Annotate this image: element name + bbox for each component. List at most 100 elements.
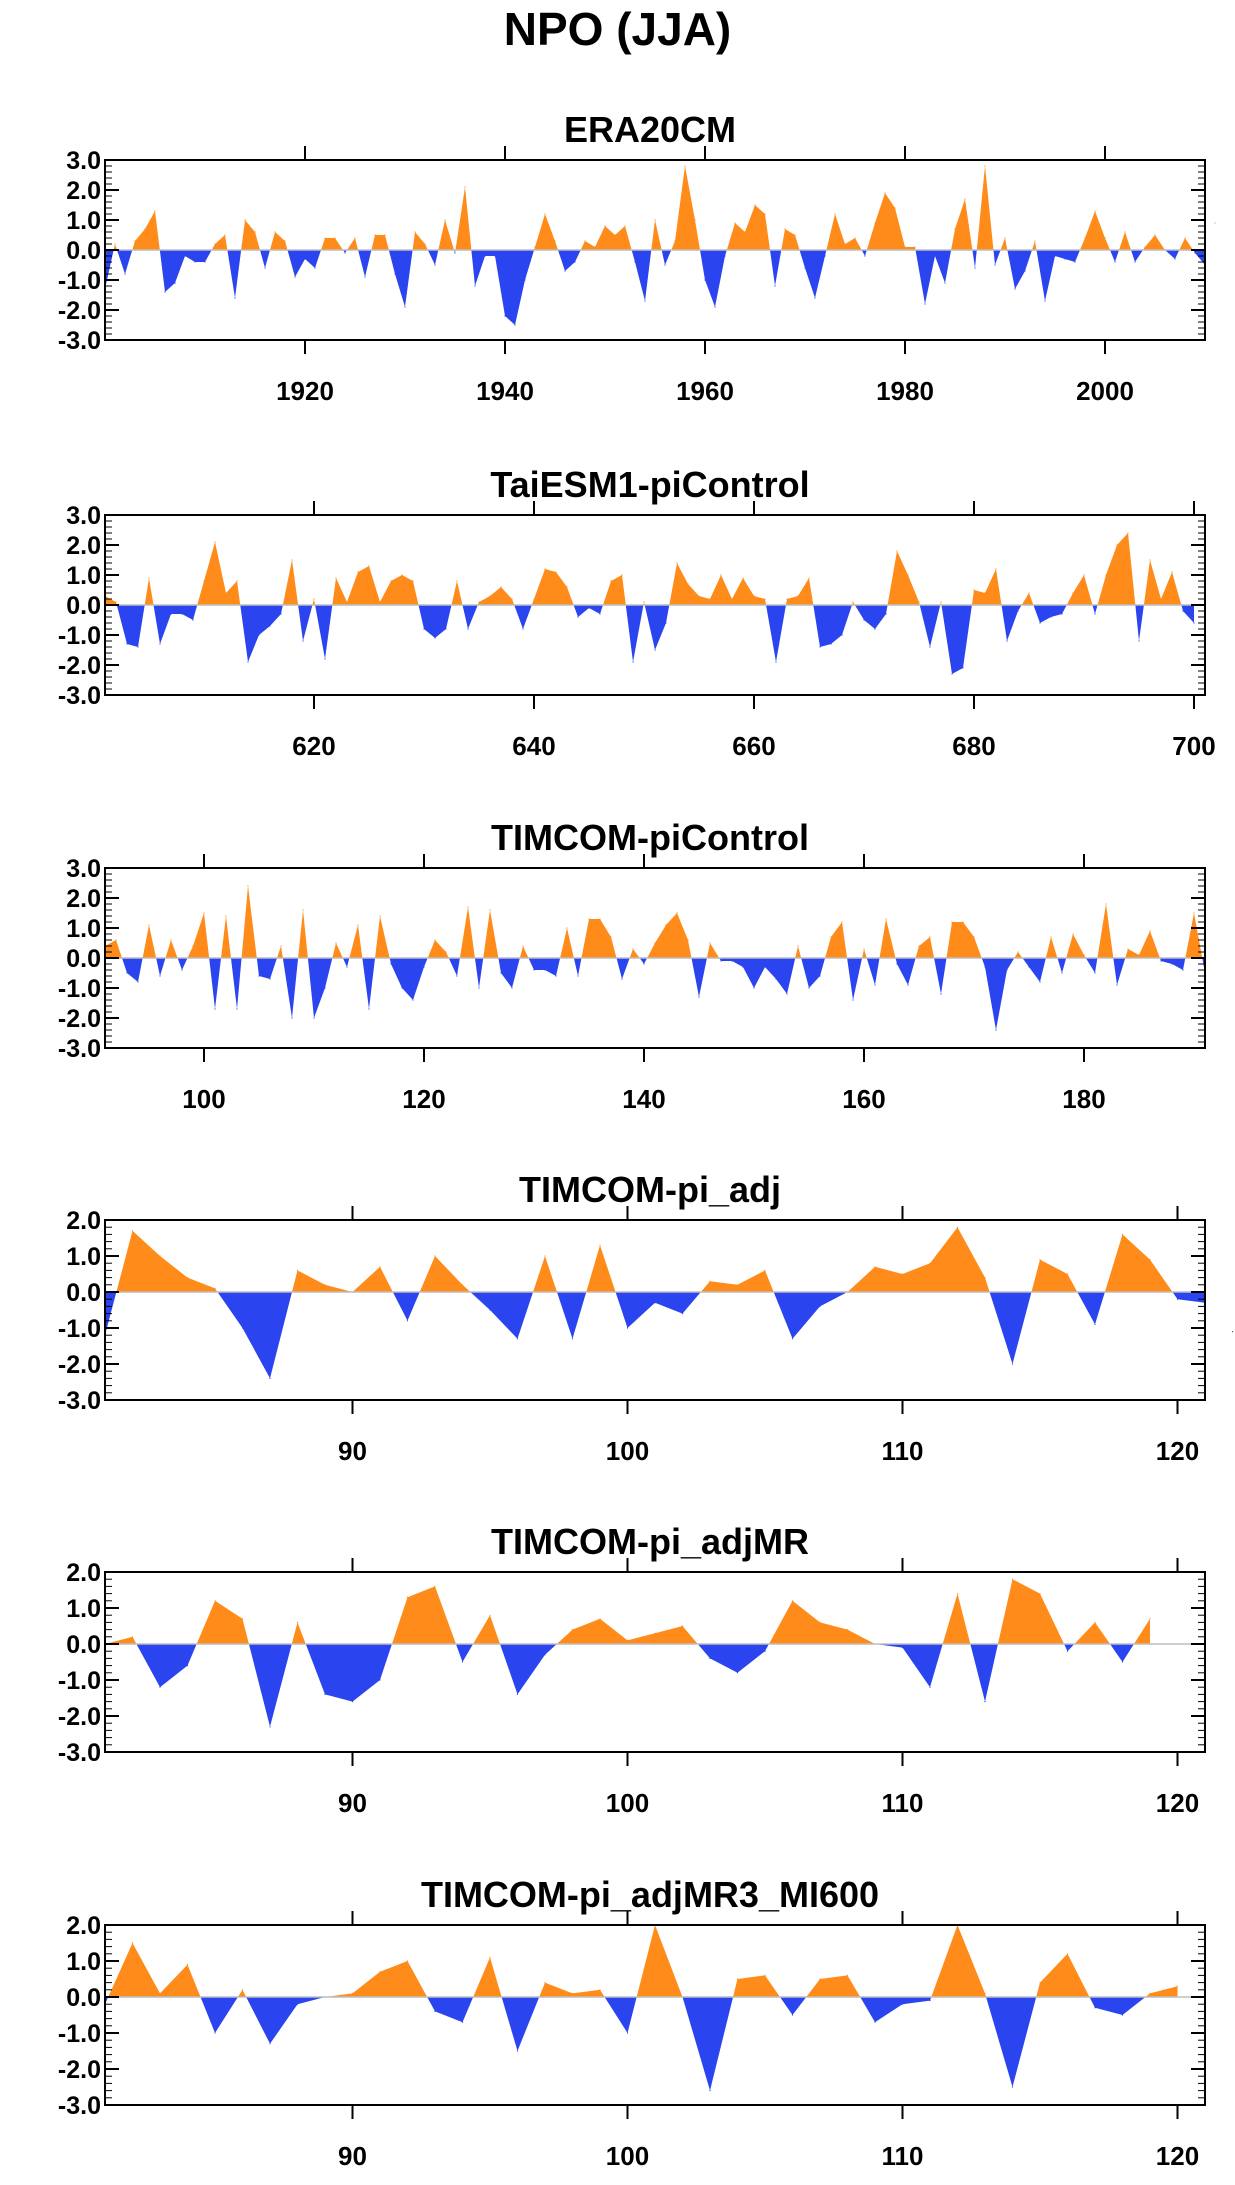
data-point [131, 1636, 134, 1638]
data-point [994, 264, 996, 266]
data-point [626, 2032, 629, 2034]
chart-panel: TIMCOM-pi_adj -3.0 -2.0 -1.0 0.0 1.0 2.0 90 100 1… [58, 1169, 1234, 1466]
data-point [643, 963, 645, 965]
data-point [808, 987, 810, 989]
data-point [1116, 544, 1118, 546]
data-point [654, 942, 656, 944]
data-point [874, 222, 876, 224]
x-tick-label: 100 [606, 2141, 649, 2171]
data-point [951, 673, 953, 675]
data-point [192, 619, 194, 621]
data-point [841, 634, 843, 636]
data-point [764, 1974, 766, 1976]
data-point [489, 1956, 491, 1958]
data-point [1182, 969, 1184, 971]
data-point [885, 613, 887, 615]
data-point [236, 580, 238, 582]
data-point [1061, 613, 1063, 615]
data-point [126, 643, 128, 645]
y-tick-label: -1.0 [58, 2020, 101, 2048]
y-tick-label: -2.0 [58, 1351, 101, 1379]
data-point [241, 1327, 244, 1329]
data-point [797, 595, 799, 597]
data-point [464, 186, 466, 188]
data-point [379, 915, 381, 917]
data-point [522, 628, 524, 630]
data-point [203, 912, 205, 914]
data-point [791, 1338, 794, 1340]
data-point [951, 921, 953, 923]
y-tick-label: -3.0 [58, 1387, 101, 1415]
data-point [956, 1226, 959, 1228]
data-point [394, 273, 396, 275]
data-point [489, 909, 491, 911]
data-point [137, 981, 139, 983]
data-point [159, 1992, 161, 1994]
data-point [577, 616, 579, 618]
y-tick-label: 2.0 [66, 177, 101, 205]
data-point [1084, 237, 1086, 239]
data-point [357, 571, 359, 573]
data-point [467, 906, 469, 908]
y-tick-label: 2.0 [66, 1207, 101, 1235]
data-point [626, 1327, 629, 1329]
data-point [346, 601, 348, 603]
data-point [734, 222, 736, 224]
data-point [434, 264, 436, 266]
data-point [478, 987, 480, 989]
data-point [1174, 258, 1176, 260]
data-point [379, 1679, 381, 1681]
data-point [423, 628, 425, 630]
data-point [984, 1701, 986, 1703]
data-point [484, 255, 486, 257]
x-tick-label: 100 [606, 1788, 649, 1818]
data-point [412, 999, 414, 1001]
x-tick-label: 90 [338, 2141, 367, 2171]
y-tick-label: -1.0 [58, 622, 101, 650]
data-point [599, 918, 601, 920]
data-point [516, 2050, 519, 2052]
data-point [514, 324, 516, 326]
data-point [724, 255, 726, 257]
data-point [614, 234, 616, 236]
data-point [194, 261, 196, 263]
data-point [1144, 246, 1146, 248]
data-point [694, 219, 696, 221]
data-point [544, 213, 546, 215]
data-point [1176, 1298, 1179, 1300]
data-point [544, 1982, 546, 1984]
data-point [934, 255, 936, 257]
x-tick-label: 1920 [276, 376, 334, 406]
data-point [954, 228, 956, 230]
data-point [599, 613, 601, 615]
data-point [1171, 963, 1173, 965]
data-point [264, 267, 266, 269]
plot-frame [104, 1924, 1206, 2106]
data-point [1094, 613, 1096, 615]
data-point [929, 2000, 931, 2002]
data-point [720, 960, 722, 962]
positive-area [105, 166, 1205, 250]
data-point [280, 945, 282, 947]
x-tick-label: 1960 [676, 376, 734, 406]
data-point [566, 586, 568, 588]
data-point [709, 598, 711, 600]
data-point [786, 993, 788, 995]
data-point [304, 258, 306, 260]
data-point [555, 571, 557, 573]
data-point [564, 270, 566, 272]
chart-panel: TIMCOM-pi_adjMR3_MI600 -3.0 -2.0 -1.0 0.0 1.0… [58, 1874, 1206, 2171]
data-point [1028, 966, 1030, 968]
data-point [269, 2043, 271, 2045]
chart-title: ERA20CM [564, 109, 736, 150]
data-point [335, 942, 337, 944]
data-point [1171, 571, 1173, 573]
y-tick-label: 3.0 [66, 855, 101, 883]
data-point [379, 601, 381, 603]
data-point [1039, 1593, 1041, 1595]
y-tick-label: -2.0 [58, 1005, 101, 1033]
data-point [1050, 936, 1052, 938]
data-point [445, 951, 447, 953]
data-point [1039, 622, 1041, 624]
data-point [224, 234, 226, 236]
